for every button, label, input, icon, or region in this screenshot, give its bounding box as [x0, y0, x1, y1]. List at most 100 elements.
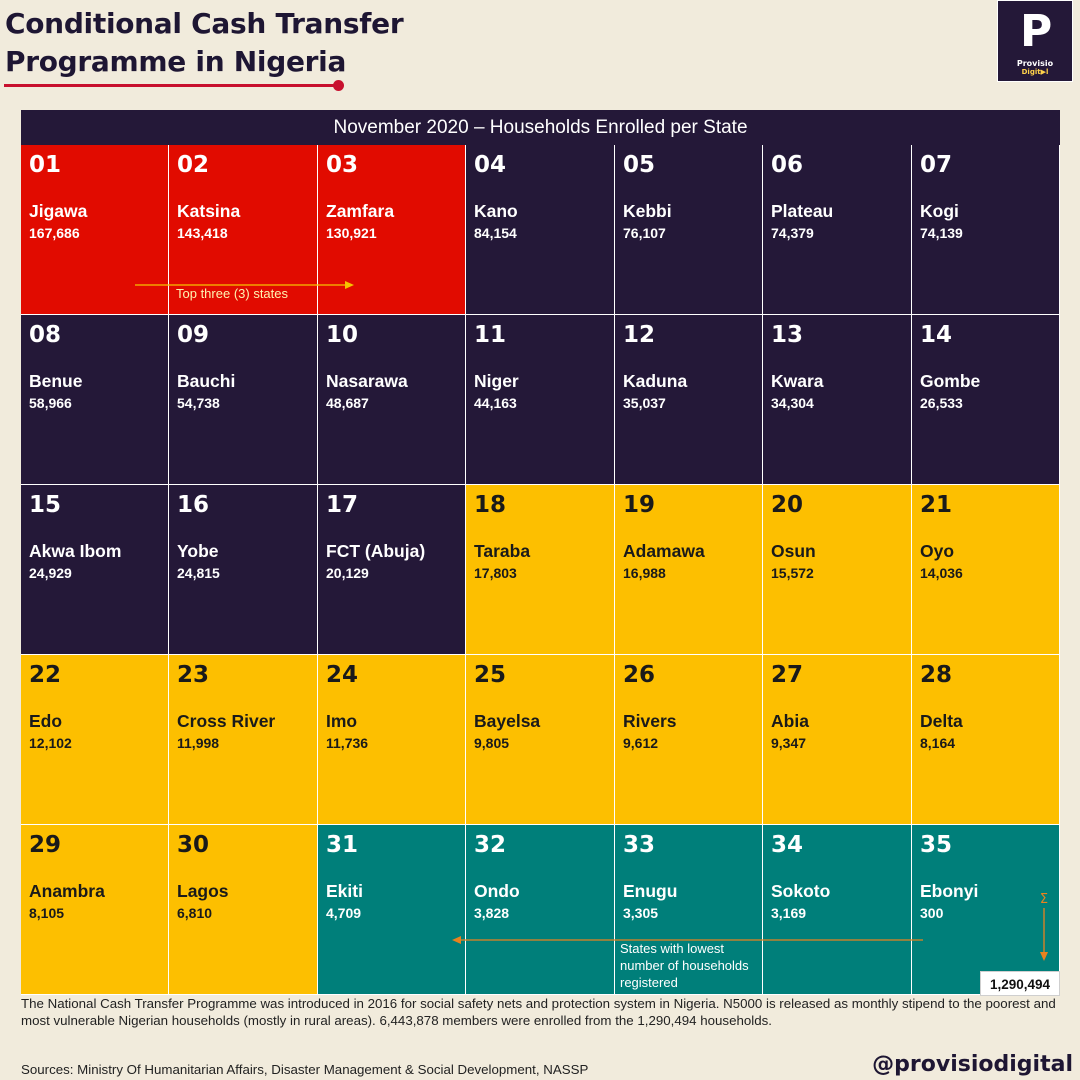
state-households: 143,418: [177, 225, 228, 241]
state-name: Sokoto: [771, 881, 831, 901]
state-rank: 34: [771, 832, 804, 858]
state-households: 74,379: [771, 225, 814, 241]
state-cell: 31 Ekiti 4,709: [318, 825, 466, 995]
state-rank: 35: [920, 832, 953, 858]
sources: Sources: Ministry Of Humanitarian Affair…: [21, 1062, 589, 1077]
state-rank: 17: [326, 492, 359, 518]
state-name: Zamfara: [326, 201, 395, 221]
states-grid: 01 Jigawa 167,686 02 Katsina 143,418 03 Zamfara…: [21, 145, 1060, 995]
state-cell: 24 Imo 11,736: [318, 655, 466, 825]
logo-letter: P: [1020, 6, 1053, 57]
state-name: Enugu: [623, 881, 678, 901]
state-households: 11,998: [177, 735, 220, 751]
state-cell: 23 Cross River 11,998: [169, 655, 318, 825]
state-name: Taraba: [474, 541, 531, 561]
state-name: Kwara: [771, 371, 824, 391]
state-cell: 17 FCT (Abuja) 20,129: [318, 485, 466, 655]
state-cell: 27 Abia 9,347: [763, 655, 912, 825]
state-name: Jigawa: [29, 201, 88, 221]
state-households: 54,738: [177, 395, 220, 411]
logo-brand-sub: Digit▶l: [1021, 68, 1049, 76]
state-name: Katsina: [177, 201, 241, 221]
logo-wordmark: Provisio Digit▶l: [998, 59, 1072, 77]
state-name: Cross River: [177, 711, 276, 731]
state-rank: 05: [623, 152, 656, 178]
title-underline-dot: [333, 80, 344, 91]
state-cell: 11 Niger 44,163: [466, 315, 615, 485]
state-households: 20,129: [326, 565, 369, 581]
state-cell: 03 Zamfara 130,921: [318, 145, 466, 315]
state-name: Gombe: [920, 371, 981, 391]
state-name: Kaduna: [623, 371, 688, 391]
table-banner: November 2020 – Households Enrolled per …: [21, 110, 1060, 145]
state-cell: 26 Rivers 9,612: [615, 655, 763, 825]
top-states-note: Top three (3) states: [176, 286, 288, 301]
state-rank: 22: [29, 662, 62, 688]
state-rank: 06: [771, 152, 804, 178]
state-cell: 32 Ondo 3,828: [466, 825, 615, 995]
state-name: Plateau: [771, 201, 834, 221]
state-rank: 02: [177, 152, 210, 178]
state-name: Niger: [474, 371, 519, 391]
state-cell: 14 Gombe 26,533: [912, 315, 1060, 485]
state-households: 16,988: [623, 565, 666, 581]
state-households: 58,966: [29, 395, 72, 411]
state-rank: 14: [920, 322, 953, 348]
state-households: 35,037: [623, 395, 666, 411]
state-rank: 27: [771, 662, 804, 688]
state-cell: 08 Benue 58,966: [21, 315, 169, 485]
state-rank: 08: [29, 322, 62, 348]
state-rank: 10: [326, 322, 359, 348]
state-households: 3,828: [474, 905, 510, 921]
state-name: Yobe: [177, 541, 219, 561]
state-name: Nasarawa: [326, 371, 408, 391]
state-name: Kogi: [920, 201, 959, 221]
state-name: Anambra: [29, 881, 105, 901]
state-cell: 28 Delta 8,164: [912, 655, 1060, 825]
footnote: The National Cash Transfer Programme was…: [21, 996, 1056, 1028]
state-name: Akwa Ibom: [29, 541, 122, 561]
state-rank: 26: [623, 662, 656, 688]
state-cell: 20 Osun 15,572: [763, 485, 912, 655]
state-cell: 07 Kogi 74,139: [912, 145, 1060, 315]
state-rank: 03: [326, 152, 359, 178]
state-cell: 34 Sokoto 3,169: [763, 825, 912, 995]
state-rank: 19: [623, 492, 656, 518]
state-cell: 35 Ebonyi 300: [912, 825, 1060, 995]
state-households: 9,805: [474, 735, 510, 751]
state-households: 24,815: [177, 565, 220, 581]
state-name: Edo: [29, 711, 63, 731]
state-name: Adamawa: [623, 541, 705, 561]
state-cell: 04 Kano 84,154: [466, 145, 615, 315]
state-households: 4,709: [326, 905, 362, 921]
state-rank: 33: [623, 832, 656, 858]
state-households: 34,304: [771, 395, 814, 411]
state-rank: 23: [177, 662, 210, 688]
state-cell: 02 Katsina 143,418: [169, 145, 318, 315]
state-name: Ekiti: [326, 881, 363, 901]
state-name: Delta: [920, 711, 963, 731]
state-cell: 25 Bayelsa 9,805: [466, 655, 615, 825]
state-name: Bayelsa: [474, 711, 541, 731]
brand-logo: P Provisio Digit▶l: [997, 0, 1073, 82]
title-line-2: Programme in Nigeria: [5, 45, 347, 78]
state-households: 8,105: [29, 905, 65, 921]
state-cell: 33 Enugu 3,305: [615, 825, 763, 995]
state-cell: 13 Kwara 34,304: [763, 315, 912, 485]
state-households: 300: [920, 905, 944, 921]
total-households: 1,290,494: [980, 971, 1060, 996]
page-title: Conditional Cash Transfer Programme in N…: [5, 5, 404, 81]
state-households: 24,929: [29, 565, 72, 581]
state-rank: 25: [474, 662, 507, 688]
state-cell: 12 Kaduna 35,037: [615, 315, 763, 485]
state-name: Ondo: [474, 881, 520, 901]
state-households: 48,687: [326, 395, 369, 411]
state-households: 3,305: [623, 905, 659, 921]
state-rank: 29: [29, 832, 62, 858]
state-cell: 10 Nasarawa 48,687: [318, 315, 466, 485]
state-name: Imo: [326, 711, 358, 731]
state-rank: 30: [177, 832, 210, 858]
state-households: 84,154: [474, 225, 517, 241]
state-name: FCT (Abuja): [326, 541, 426, 561]
state-rank: 15: [29, 492, 62, 518]
